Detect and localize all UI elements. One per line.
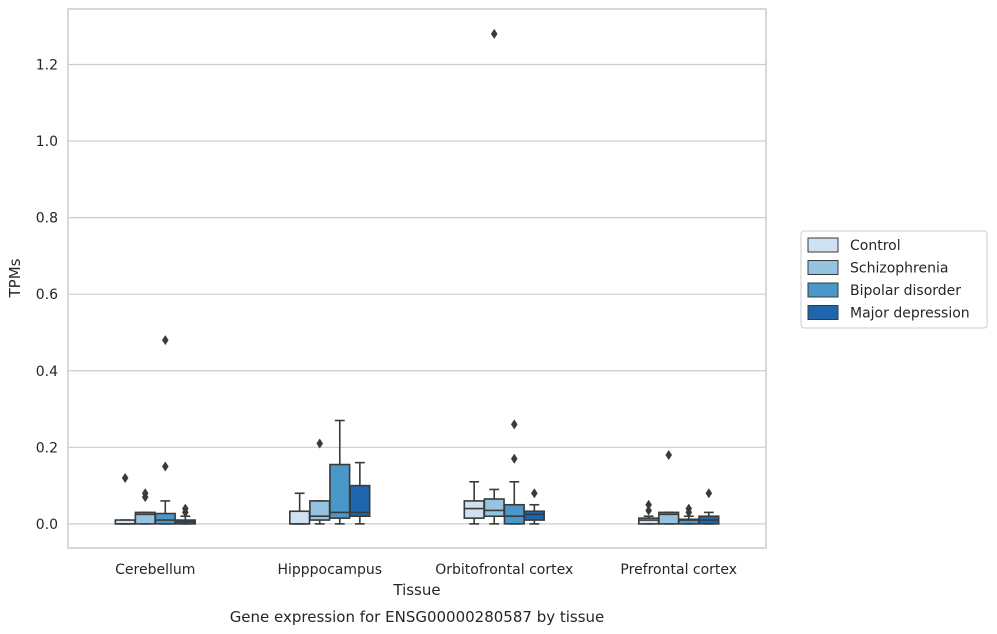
iqr-box: [309, 500, 331, 521]
legend-frame: [800, 230, 988, 329]
outlier-point: [531, 488, 538, 499]
legend-swatch: [807, 282, 839, 298]
x-tick-label: Hipppocampus: [277, 562, 382, 578]
x-axis-label: Tissue: [392, 581, 440, 599]
x-tick-labels: Cerebellum Hipppocampus Orbitofrontal cort…: [115, 562, 737, 578]
y-tick-label: 0.6: [36, 287, 58, 303]
outlier-point: [141, 488, 149, 499]
y-tick-label: 1.2: [36, 58, 58, 74]
iqr-box: [523, 510, 545, 521]
y-tick-label: 0.4: [36, 364, 58, 380]
legend-swatch: [807, 260, 839, 275]
outlier-point: [161, 335, 169, 346]
outlier-point: [705, 488, 713, 499]
y-tick-label: 0.8: [36, 211, 58, 227]
box-major-depression: [174, 503, 196, 525]
chart-caption: Gene expression for ENSG00000280587 by t…: [230, 608, 605, 626]
legend-label: Bipolar disorder: [850, 283, 961, 299]
boxes: [114, 28, 720, 525]
x-tick-label: Cerebellum: [115, 562, 195, 578]
legend-swatch: [807, 237, 839, 253]
outlier-point: [121, 472, 129, 483]
plot-frame: [67, 8, 767, 549]
box-major-depression: [523, 488, 545, 525]
box-control: [289, 492, 311, 525]
iqr-box: [289, 510, 311, 525]
box-schizophrenia: [658, 449, 680, 525]
box-major-depression: [349, 461, 371, 525]
outlier-point: [182, 503, 189, 514]
y-tick-label: 1.0: [36, 134, 58, 150]
outlier-point: [645, 505, 652, 516]
outlier-point: [645, 499, 652, 510]
outlier-point: [510, 419, 518, 430]
y-tick-label: 0.2: [36, 440, 58, 456]
iqr-box: [463, 500, 485, 519]
y-gridlines: [68, 63, 766, 525]
outlier-point: [665, 449, 673, 460]
iqr-box: [329, 463, 351, 519]
legend-label: Control: [850, 238, 901, 254]
box-bipolar-disorder: [154, 335, 176, 525]
legend: Control Schizophrenia Bipolar disorder Majo…: [800, 230, 988, 329]
legend-label: Major depression: [850, 306, 970, 322]
iqr-box: [503, 503, 525, 525]
y-tick-labels: 0.0 0.2 0.4 0.6 0.8 1.0 1.2: [36, 58, 58, 533]
outlier-point: [685, 503, 693, 514]
iqr-box: [658, 511, 680, 525]
box-bipolar-disorder: [329, 419, 351, 525]
iqr-box: [154, 512, 176, 525]
outlier-point: [316, 438, 324, 449]
iqr-box: [349, 484, 371, 518]
outlier-point: [510, 453, 518, 464]
box-bipolar-disorder: [678, 503, 700, 525]
x-tick-label: Prefrontal cortex: [620, 562, 737, 578]
y-axis-label: TPMs: [6, 258, 24, 298]
legend-label: Schizophrenia: [850, 261, 948, 277]
box-major-depression: [698, 488, 720, 525]
plot-background: [68, 9, 766, 548]
iqr-box: [638, 517, 660, 525]
outlier-point: [161, 461, 169, 472]
iqr-box: [483, 498, 505, 518]
y-tick-label: 0.0: [36, 517, 58, 533]
outlier-point: [490, 28, 498, 39]
legend-swatch: [807, 305, 839, 320]
x-tick-label: Orbitofrontal cortex: [435, 562, 573, 578]
